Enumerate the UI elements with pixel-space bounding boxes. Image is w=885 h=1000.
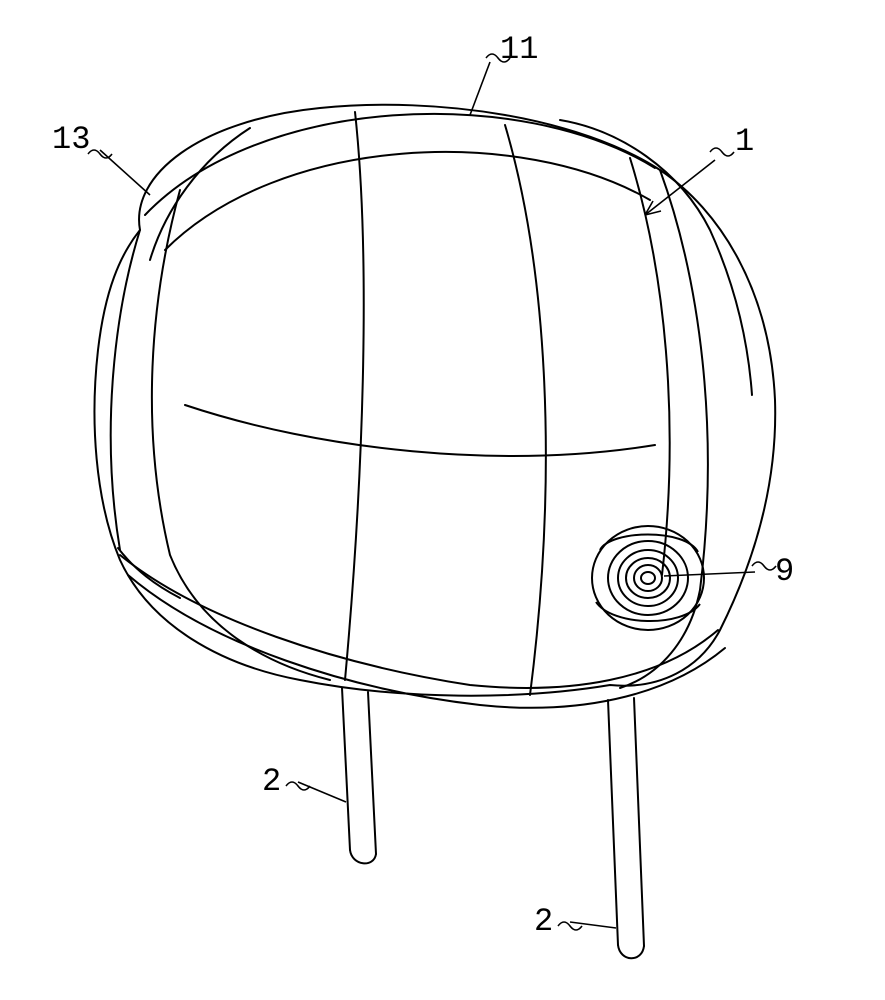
front-seam-right [505,125,546,695]
top-right-lobe [560,120,752,395]
top-seam-2 [165,152,650,250]
ref-2-left: 2 [262,763,346,802]
ref-13-tilde [88,150,112,158]
front-seam-left [345,112,364,680]
edge-rear-left [111,230,140,550]
adjust-knob [592,526,704,630]
ref-11: 11 [470,31,538,115]
ref-11-leader [470,62,490,115]
ref-11-num: 11 [500,31,538,68]
ref-13: 13 [52,121,150,195]
figure-canvas: 11 13 1 9 2 2 [0,0,885,1000]
ref-13-num: 13 [52,121,90,158]
ref-13-leader [100,150,150,195]
ref-2b-leader [570,922,616,928]
ref-2a-num: 2 [262,763,281,800]
support-post-left [342,688,376,863]
ref-9-tilde [752,562,776,570]
ref-1-tilde [710,148,734,156]
ref-2b-num: 2 [534,903,553,940]
ref-9: 9 [664,553,794,590]
base-seam [120,555,718,688]
ref-9-num: 9 [775,553,794,590]
front-mid-seam [185,405,655,456]
ref-2a-leader [298,782,346,802]
side-inner-right [630,158,670,575]
ref-1-num: 1 [735,123,754,160]
top-seam [145,114,655,215]
support-post-right [608,698,644,958]
ref-2-right: 2 [534,903,616,940]
headrest-body [94,105,775,708]
top-left-lobe [150,128,250,260]
